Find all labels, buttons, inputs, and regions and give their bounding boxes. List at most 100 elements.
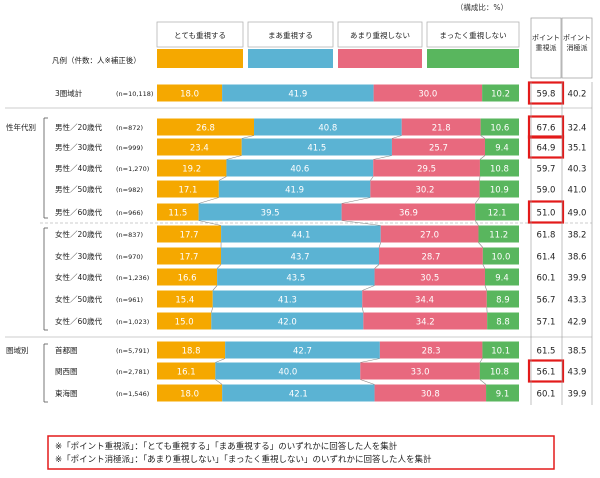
bar-segment [479, 159, 519, 177]
bar-segment [157, 247, 222, 265]
bar-segment [254, 118, 402, 136]
bar-value-label: 43.7 [291, 253, 310, 263]
row-n: (n=2,781) [116, 368, 149, 376]
bar-value-label: 44.1 [291, 231, 310, 241]
highlight-box [527, 359, 565, 383]
row-label: 男性／50歳代 [55, 184, 103, 194]
legend-swatch-3 [427, 49, 519, 68]
bar-value-label: 27.0 [420, 231, 439, 241]
bar-value-label: 42.7 [293, 347, 312, 357]
row-label: 東海圏 [55, 388, 78, 398]
connector-line [479, 379, 487, 385]
bar-segment [475, 203, 519, 221]
connector-line [215, 358, 226, 363]
connector-line [198, 197, 219, 204]
bar-value-label: 15.4 [175, 296, 194, 306]
summary-positive: 59.7 [537, 165, 556, 175]
bar-segment [198, 203, 342, 221]
unit-note: （構成比：%） [456, 2, 508, 12]
highlight-box [527, 200, 565, 224]
bar-value-label: 18.0 [180, 390, 199, 400]
bar-value-label: 34.2 [416, 318, 435, 328]
bar-segment [380, 225, 479, 243]
row-label: 3圏域計 [55, 88, 83, 98]
bar-segment [157, 362, 216, 380]
bar-segment [222, 84, 374, 102]
highlight-box [527, 135, 565, 159]
bar-value-label: 8.8 [496, 318, 510, 328]
row-n: (n=1,023) [116, 318, 149, 326]
bar-segment [218, 180, 371, 198]
legend-label-2: あまり重視しない [350, 31, 410, 40]
legend-swatch-2 [338, 49, 422, 68]
bar-value-label: 10.2 [491, 90, 510, 100]
bar-value-label: 10.6 [490, 124, 509, 134]
bar-value-label: 16.6 [178, 274, 197, 284]
bar-segment [157, 268, 218, 286]
connector-line [374, 264, 380, 269]
connector-line [341, 197, 371, 204]
summary-negative: 42.9 [568, 318, 587, 328]
bar-segment [374, 384, 487, 402]
bar-value-label: 10.8 [490, 165, 509, 175]
bar-segment [157, 341, 226, 359]
summary-positive: 67.6 [537, 124, 556, 134]
bar-segment [157, 84, 223, 102]
connector-line [212, 285, 218, 291]
bar-value-label: 9.1 [496, 390, 510, 400]
bar-value-label: 41.9 [285, 186, 304, 196]
connector-line [378, 242, 382, 248]
bar-segment [482, 84, 519, 102]
bar-segment [484, 268, 519, 286]
bar-value-label: 33.0 [411, 368, 430, 378]
summary-header-box-1 [561, 17, 593, 79]
group-label: 性年代別 [6, 122, 36, 132]
row-n: (n=10,118) [116, 90, 153, 98]
bar-segment [486, 384, 519, 402]
bar-value-label: 9.4 [495, 144, 509, 154]
bar-segment [157, 312, 212, 330]
summary-positive: 61.5 [537, 347, 556, 357]
summary-negative: 32.4 [568, 124, 587, 134]
bar-value-label: 30.2 [416, 186, 435, 196]
bar-segment [370, 180, 480, 198]
bar-segment [157, 180, 219, 198]
bar-value-label: 10.8 [490, 368, 509, 378]
bar-segment [157, 384, 223, 402]
summary-negative: 39.9 [568, 274, 587, 284]
legend-swatch-0 [157, 49, 243, 68]
bar-segment [222, 384, 375, 402]
bar-segment [374, 268, 485, 286]
summary-header-1: ポイント消極派 [563, 34, 591, 52]
bar-segment [479, 362, 519, 380]
bar-value-label: 28.7 [421, 253, 440, 263]
connector-line [479, 358, 483, 363]
summary-positive: 57.1 [537, 318, 556, 328]
connector-line [373, 155, 393, 160]
bar-segment [157, 290, 213, 308]
bar-value-label: 18.8 [182, 347, 201, 357]
connector-line [391, 135, 402, 139]
row-label: 女性／40歳代 [55, 272, 103, 282]
note-line: ※「ポイント重視派」：「とても重視する」「まあ重視する」のいずれかに回答した人を… [55, 441, 398, 452]
connector-line [362, 285, 375, 291]
bar-value-label: 30.8 [421, 390, 440, 400]
bar-segment [482, 247, 519, 265]
bar-segment [379, 341, 483, 359]
bar-value-label: 15.0 [175, 318, 194, 328]
bar-segment [401, 118, 481, 136]
summary-negative: 38.2 [568, 231, 587, 241]
bar-segment [363, 312, 488, 330]
bar-value-label: 19.2 [182, 165, 201, 175]
bar-segment [362, 290, 487, 308]
summary-negative: 43.9 [568, 368, 587, 378]
bar-segment [157, 138, 242, 156]
group-label: 圏域別 [6, 345, 29, 355]
summary-negative: 49.0 [568, 209, 587, 219]
bar-value-label: 21.8 [432, 124, 451, 134]
connector-line [360, 379, 375, 385]
bar-segment [157, 225, 222, 243]
bar-value-label: 17.1 [178, 186, 197, 196]
row-n: (n=837) [116, 231, 143, 239]
bar-segment [212, 290, 363, 308]
